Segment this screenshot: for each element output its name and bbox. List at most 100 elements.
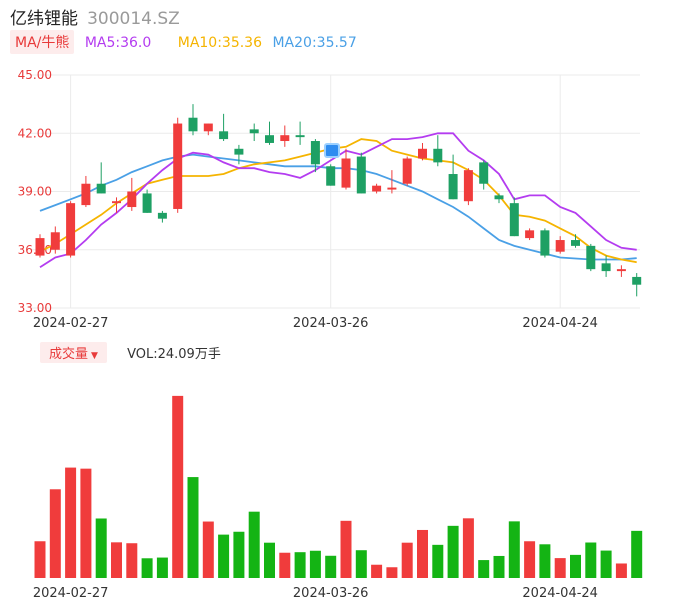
candle bbox=[479, 160, 489, 190]
candle-body bbox=[356, 156, 366, 194]
price-axis: 45.00 42.00 39.00 36.00 33.00 bbox=[18, 68, 52, 315]
candle-body bbox=[219, 131, 229, 140]
volume-bar bbox=[600, 550, 612, 578]
candle bbox=[433, 135, 443, 167]
volume-bar bbox=[218, 534, 230, 578]
candle-body bbox=[234, 148, 244, 155]
candle bbox=[571, 234, 580, 248]
candle-body bbox=[50, 232, 60, 250]
candle bbox=[494, 193, 504, 204]
volume-indicator-tab[interactable]: 成交量 ▼ bbox=[40, 342, 107, 363]
volume-bar bbox=[156, 557, 168, 578]
candle bbox=[96, 162, 106, 194]
candle bbox=[280, 125, 290, 147]
volume-date-axis: 2024-02-27 2024-03-26 2024-04-24 bbox=[33, 586, 598, 601]
candle-body bbox=[310, 141, 320, 165]
candle-body bbox=[35, 238, 45, 256]
date-tick-label: 2024-04-24 bbox=[522, 316, 598, 331]
candle bbox=[387, 170, 397, 194]
candle-body bbox=[127, 191, 137, 208]
volume-legend: 成交量 ▼ VOL:24.09万手 bbox=[40, 342, 221, 363]
candle bbox=[203, 123, 213, 136]
ma20-legend: MA20:35.57 bbox=[272, 35, 357, 51]
candle bbox=[265, 121, 274, 145]
candle-body bbox=[81, 183, 91, 206]
ma-indicator-tab[interactable]: MA/牛熊 bbox=[10, 30, 75, 54]
event-marker-icon[interactable] bbox=[324, 143, 340, 158]
date-tick-label: 2024-04-24 bbox=[522, 586, 598, 601]
volume-bar bbox=[126, 543, 138, 578]
candle bbox=[555, 236, 565, 254]
candle bbox=[448, 154, 458, 200]
candle-body bbox=[494, 195, 504, 200]
volume-bar bbox=[202, 521, 214, 578]
volume-tab-label: 成交量 bbox=[49, 347, 89, 362]
candle-body bbox=[525, 230, 535, 239]
candles bbox=[35, 104, 642, 297]
candle bbox=[173, 117, 183, 213]
price-tick-label: 42.00 bbox=[18, 126, 52, 140]
price-date-axis: 2024-02-27 2024-03-26 2024-04-24 bbox=[33, 316, 598, 331]
candle bbox=[188, 104, 198, 136]
volume-bar bbox=[554, 558, 566, 578]
candle-body bbox=[249, 129, 259, 134]
candle bbox=[142, 189, 152, 213]
candle-body bbox=[402, 158, 412, 184]
ma20-line bbox=[39, 153, 637, 261]
stock-code: 300014.SZ bbox=[87, 9, 180, 29]
candle-body bbox=[555, 240, 565, 252]
candle bbox=[540, 228, 550, 258]
date-tick-label: 2024-03-26 bbox=[293, 586, 369, 601]
candle bbox=[50, 226, 60, 254]
candle bbox=[616, 265, 626, 277]
volume-bar bbox=[325, 555, 337, 578]
volume-bar bbox=[248, 511, 260, 578]
candle-body bbox=[433, 148, 443, 163]
candle bbox=[112, 197, 121, 213]
volume-bar bbox=[615, 563, 627, 578]
volume-bar bbox=[141, 558, 153, 578]
candle-body bbox=[463, 170, 473, 202]
volume-bar bbox=[432, 544, 444, 578]
volume-bar bbox=[417, 529, 428, 578]
caret-down-icon: ▼ bbox=[91, 351, 98, 361]
volume-bar bbox=[95, 518, 107, 578]
ma5-legend: MA5:36.0 bbox=[84, 35, 152, 51]
price-tick-label: 45.00 bbox=[18, 68, 52, 82]
event-marker[interactable] bbox=[324, 143, 340, 158]
volume-value: VOL:24.09万手 bbox=[127, 347, 221, 362]
candle bbox=[509, 197, 519, 237]
candle-body bbox=[66, 203, 76, 256]
candle bbox=[157, 210, 167, 223]
candle bbox=[35, 234, 45, 258]
candle bbox=[418, 142, 427, 161]
candle-body bbox=[173, 123, 183, 209]
candle-body bbox=[479, 162, 489, 184]
candle bbox=[127, 177, 137, 211]
volume-bar bbox=[401, 542, 413, 578]
volume-bar bbox=[524, 541, 536, 578]
volume-bar bbox=[187, 477, 199, 578]
candle-body bbox=[112, 201, 121, 204]
volume-bar bbox=[570, 554, 581, 578]
candle-body bbox=[540, 230, 550, 256]
candle bbox=[249, 123, 259, 142]
candle-body bbox=[341, 158, 351, 188]
candle bbox=[356, 152, 366, 194]
candle-body bbox=[157, 212, 167, 219]
candle bbox=[525, 228, 535, 241]
candle-body bbox=[280, 135, 290, 142]
price-tick-label: 39.00 bbox=[18, 185, 52, 199]
volume-bars bbox=[34, 395, 643, 578]
volume-bar bbox=[309, 550, 321, 578]
volume-bar bbox=[80, 468, 92, 578]
candle bbox=[463, 168, 473, 206]
candle bbox=[81, 175, 91, 208]
candle bbox=[586, 243, 596, 272]
candle bbox=[219, 113, 229, 142]
candle-body bbox=[203, 123, 213, 132]
candle-body bbox=[142, 193, 152, 213]
stock-header: 亿纬锂能 300014.SZ bbox=[10, 4, 180, 29]
candle bbox=[632, 273, 642, 297]
